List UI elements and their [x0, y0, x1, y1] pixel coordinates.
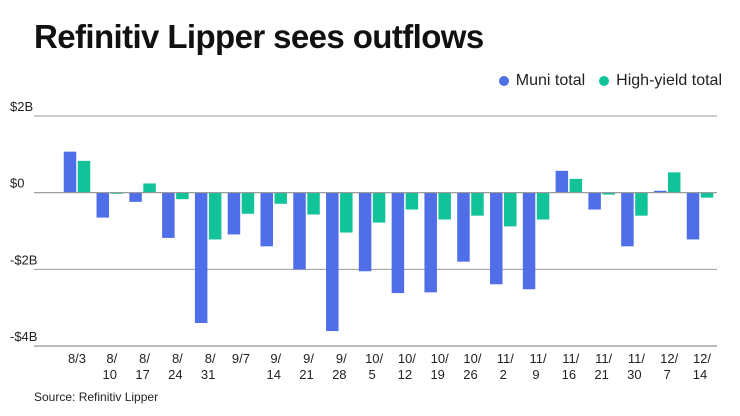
bar-high-yield-total — [536, 192, 550, 220]
bar-muni-total — [129, 192, 142, 202]
y-axis-labels: $2B $0 -$2B -$4B — [10, 99, 37, 344]
bar-muni-total — [96, 192, 110, 218]
bar-high-yield-total — [143, 183, 156, 193]
bar-muni-total — [63, 151, 77, 193]
x-tick-label: 12/14 — [693, 351, 712, 382]
bar-muni-total — [588, 192, 601, 210]
y-tick-label: $2B — [10, 99, 33, 114]
y-tick-label: $0 — [10, 176, 24, 191]
y-tick-label: -$4B — [10, 329, 37, 344]
bar-high-yield-total — [110, 192, 124, 194]
legend-item-high-yield: High-yield total — [599, 72, 722, 90]
x-tick-label: 8/10 — [103, 351, 118, 382]
x-tick-label: 9/21 — [299, 351, 314, 382]
legend-marker-muni — [498, 76, 509, 86]
x-tick-label: 11/21 — [594, 351, 612, 382]
bar-muni-total — [227, 192, 241, 235]
x-tick-label: 8/24 — [168, 351, 183, 382]
x-tick-label: 10/26 — [463, 351, 482, 382]
x-tick-label: 11/16 — [562, 351, 580, 382]
legend-label-high-yield: High-yield total — [616, 72, 722, 89]
bar-high-yield-total — [602, 192, 615, 195]
bar-high-yield-total — [438, 192, 451, 220]
x-tick-label: 10/12 — [398, 351, 417, 382]
y-tick-label: -$2B — [10, 252, 37, 267]
x-tick-label: 11/30 — [627, 351, 645, 382]
bar-high-yield-total — [340, 192, 353, 233]
bar-high-yield-total — [176, 192, 189, 200]
bar-muni-total — [391, 192, 405, 294]
bar-muni-total — [162, 192, 175, 238]
x-tick-label: 11/9 — [529, 351, 546, 382]
bar-muni-total — [522, 192, 536, 290]
bar-muni-total — [555, 170, 569, 193]
bar-high-yield-total — [405, 192, 419, 210]
bar-muni-total — [326, 192, 339, 332]
x-tick-label: 8/17 — [135, 351, 150, 382]
x-axis-labels: 8/3 8/10 8/17 8/24 8/31 9/7 9/14 9/21 9/28 10/5 10… — [68, 351, 711, 382]
x-tick-label: 12/7 — [660, 351, 678, 382]
source-note: Source: Refinitiv Lipper — [34, 390, 159, 404]
bar-high-yield-total — [667, 172, 681, 193]
bar-muni-total — [194, 192, 208, 323]
bar-muni-total — [457, 192, 470, 262]
bar-high-yield-total — [635, 192, 648, 216]
bar-muni-total — [293, 192, 306, 270]
x-tick-label: 10/19 — [430, 351, 449, 382]
bar-muni-total — [358, 192, 372, 272]
bar-muni-total — [653, 190, 667, 193]
gridlines — [34, 115, 717, 347]
x-tick-label: 8/31 — [201, 351, 216, 382]
bar-muni-total — [621, 192, 634, 247]
bars — [34, 151, 717, 332]
chart-title: Refinitiv Lipper sees outflows — [34, 18, 484, 55]
legend: Muni total High-yield total — [485, 72, 722, 90]
bar-muni-total — [424, 192, 437, 293]
bar-high-yield-total — [274, 192, 287, 204]
bar-muni-total — [260, 192, 273, 247]
legend-label-muni: Muni total — [515, 72, 586, 89]
legend-marker-high-yield — [599, 76, 610, 86]
bar-high-yield-total — [241, 192, 255, 214]
x-tick-label: 10/5 — [365, 351, 383, 382]
legend-item-muni: Muni total — [498, 72, 586, 90]
bar-high-yield-total — [700, 192, 714, 198]
bar-muni-total — [490, 192, 503, 285]
bar-high-yield-total — [77, 160, 91, 193]
bar-high-yield-total — [372, 192, 386, 223]
bar-high-yield-total — [307, 192, 320, 215]
x-tick-label: 9/14 — [267, 351, 282, 382]
x-tick-label: 11/2 — [497, 351, 514, 382]
bar-high-yield-total — [504, 192, 517, 227]
x-tick-label: 8/3 — [68, 351, 86, 366]
bar-high-yield-total — [208, 192, 222, 240]
x-tick-label: 9/7 — [232, 351, 250, 366]
bar-high-yield-total — [471, 192, 484, 216]
x-tick-label: 9/28 — [332, 351, 347, 382]
bar-high-yield-total — [569, 178, 583, 193]
bar-muni-total — [686, 192, 700, 240]
